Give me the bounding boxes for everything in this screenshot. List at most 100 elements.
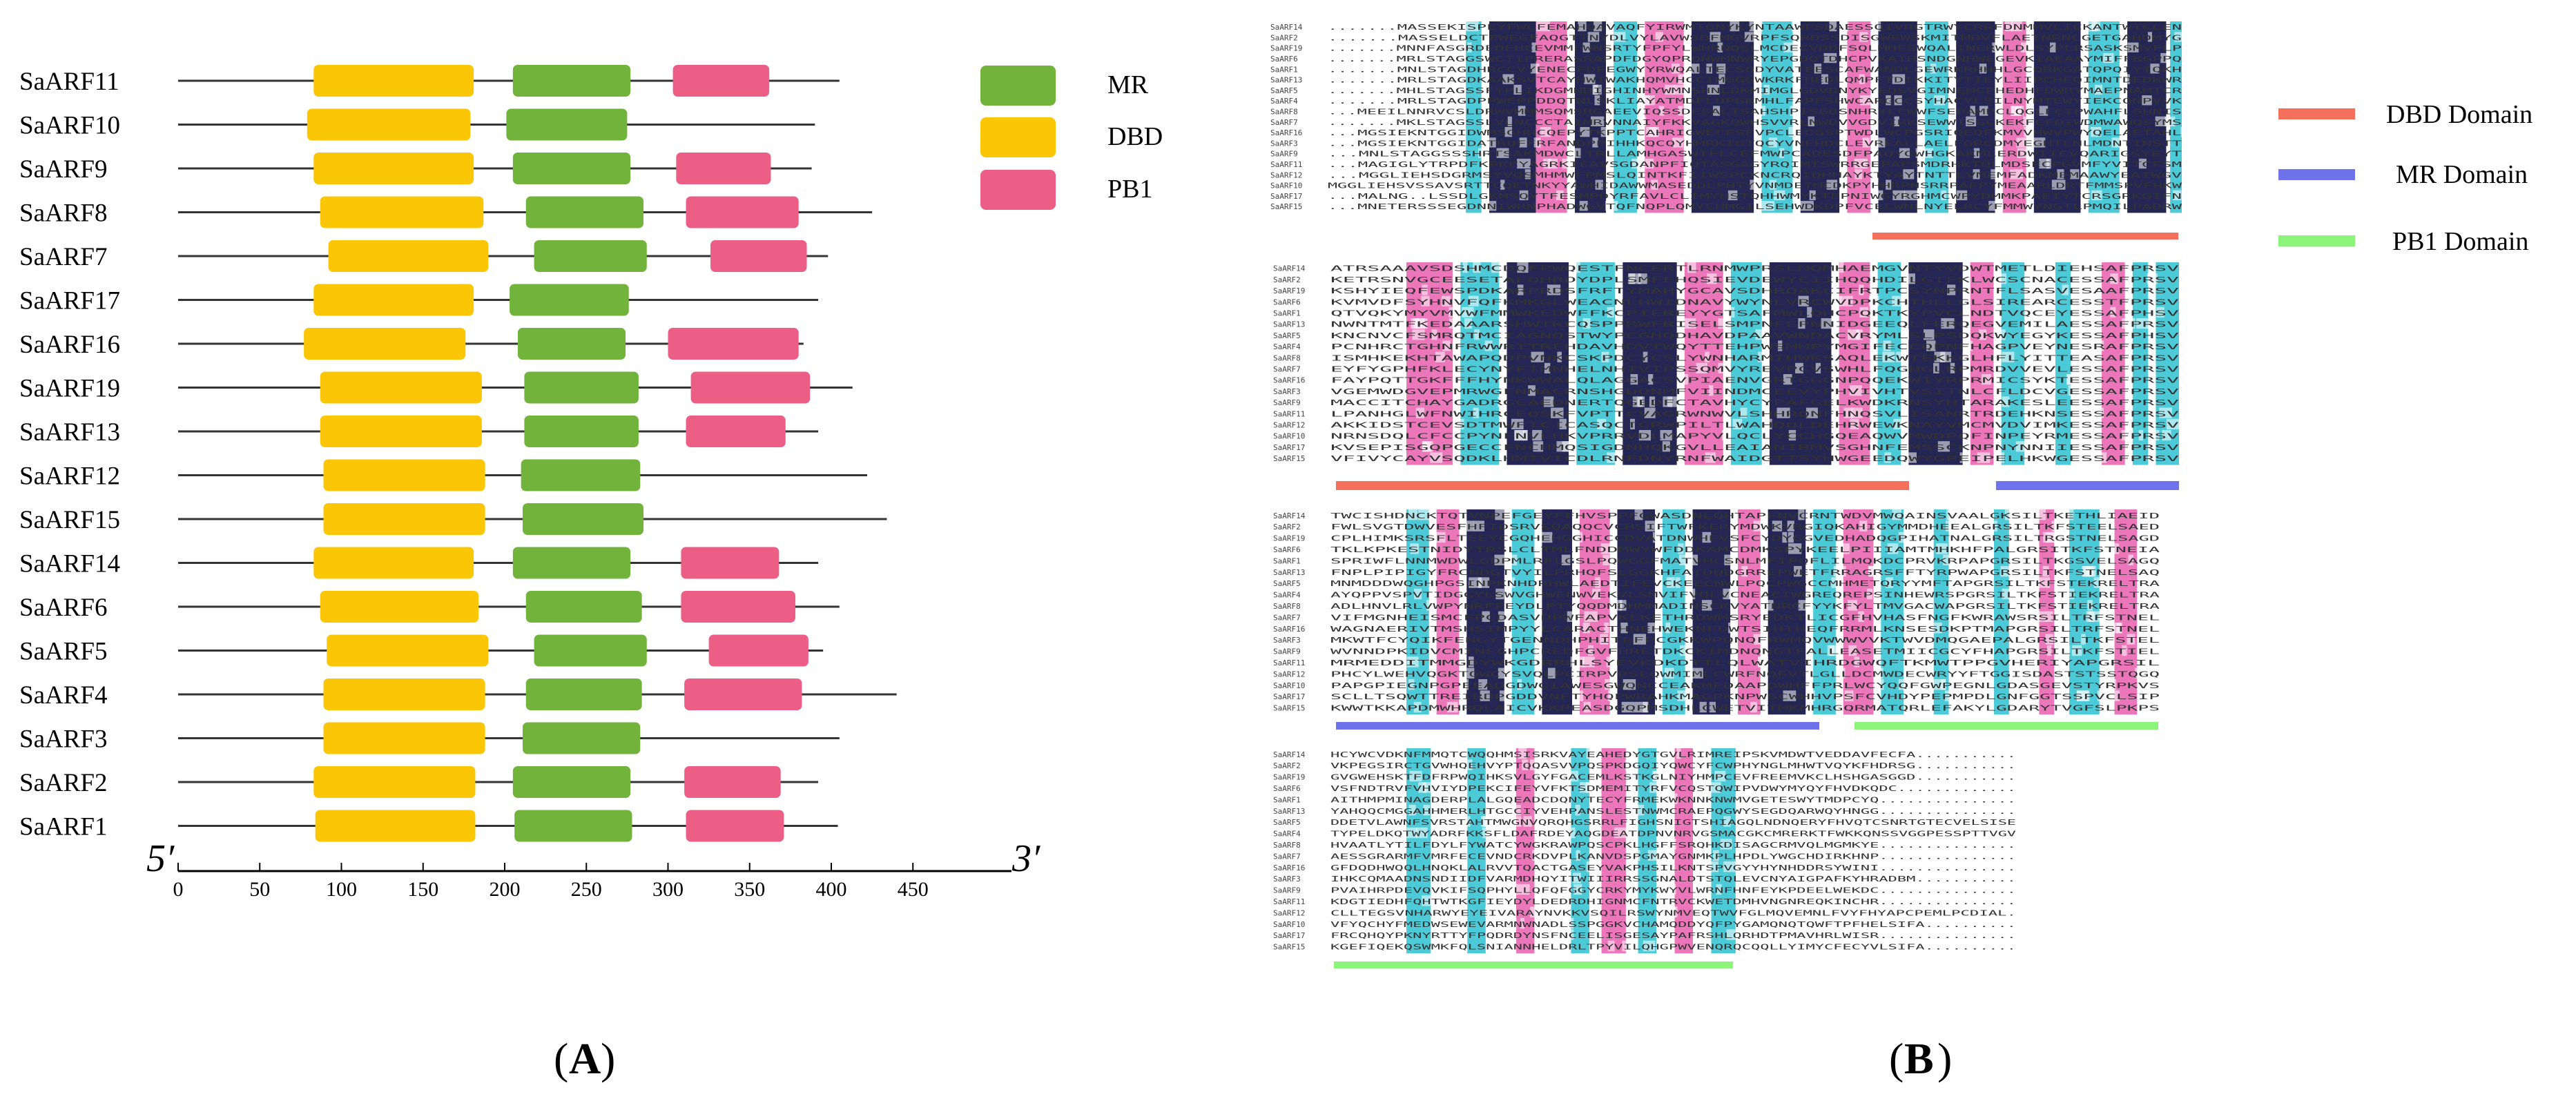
variable-residue [1447, 95, 1455, 106]
alignment-sequence: TYPELDKQTWYADRFKKSFLDAFRDEYAQGDEATDPNVNR… [1330, 830, 2017, 839]
variable-residue [1464, 318, 1472, 329]
alignment-sequence-label: SaARF17 [1270, 192, 1302, 201]
variable-residue [1425, 64, 1430, 74]
variable-residue [1758, 656, 1765, 667]
variable-residue [1418, 509, 1430, 520]
variable-residue [1502, 74, 1514, 84]
alignment-sequence: VIFMGNHEISMCFPCDASVDPWFAPVKLKETHRDWMSRYE… [1330, 614, 2160, 622]
variable-residue [1459, 418, 1464, 429]
conservation-column [1813, 509, 1836, 715]
variable-residue [2091, 190, 2102, 201]
conservation-column [2102, 262, 2125, 465]
variable-residue [1721, 430, 1731, 441]
variable-residue [1638, 430, 1652, 441]
variable-residue [2135, 667, 2140, 679]
protein-row-saarf9: SaARF9 [19, 153, 812, 184]
variable-residue [1644, 407, 1656, 418]
variable-residue [1903, 169, 1915, 179]
variable-residue [2103, 52, 2114, 64]
variable-residue [2089, 329, 2099, 340]
alignment-sequence-label: SaARF2 [1270, 33, 1298, 42]
variable-residue [1519, 137, 1527, 148]
variable-residue [1569, 179, 1576, 190]
variable-residue [1435, 351, 1445, 362]
variable-residue [1887, 543, 1899, 554]
variable-residue [1730, 21, 1740, 32]
variable-residue [1498, 396, 1507, 407]
conservation-column [1489, 21, 1536, 213]
variable-residue [1655, 32, 1663, 42]
variable-residue [1844, 690, 1854, 701]
variable-residue [1434, 531, 1446, 543]
alignment-sequence-label: SaARF12 [1270, 170, 1302, 179]
variable-residue [1859, 306, 1869, 318]
variable-residue [1761, 201, 1775, 211]
variable-residue [1839, 262, 1844, 273]
variable-residue [2017, 148, 2028, 158]
variable-residue [1973, 169, 1980, 179]
alignment-sequence-label: SaARF13 [1270, 76, 1302, 85]
variable-residue [1531, 42, 1536, 52]
variable-residue [1523, 816, 1532, 827]
variable-residue [1413, 701, 1422, 713]
variable-residue [1707, 273, 1717, 284]
variable-residue [1892, 295, 1901, 306]
alignment-sequence: PCNHRCTGHNFRWWRITRFHDAVHDVTWQYTTEHPWSMMP… [1330, 343, 2180, 351]
variable-residue [2048, 374, 2055, 385]
variable-residue [2138, 430, 2144, 441]
variable-residue [1462, 759, 1473, 770]
variable-residue [1634, 509, 1643, 520]
variable-residue [2012, 600, 2020, 611]
variable-residue [1917, 770, 1928, 782]
variable-residue [1716, 64, 1726, 74]
variable-residue [1499, 850, 1510, 861]
variable-residue [1863, 158, 1868, 169]
variable-residue [2064, 509, 2074, 520]
panel-b-multiple-alignment: SaARF14 .......MASSEKISPEYFWCFEMAHQAVAQFY… [1270, 21, 2533, 1083]
alignment-sequence-label: SaARF3 [1273, 875, 1301, 884]
variable-residue [1932, 679, 1946, 690]
variable-residue [2051, 520, 2060, 531]
alignment-sequence: FWLSVGTDWVESFHFIDSRVSQAQQCVCHSIFTWFKERYM… [1330, 523, 2160, 531]
variable-residue [1531, 351, 1544, 362]
variable-residue [2110, 273, 2118, 284]
conservation-column [1436, 509, 1460, 715]
variable-residue [1667, 940, 1675, 952]
pb1-domain-box [681, 547, 779, 579]
variable-residue [1489, 793, 1499, 804]
variable-residue [1948, 600, 1962, 611]
variable-residue [2086, 611, 2095, 622]
variable-residue [1859, 284, 1864, 295]
variable-residue [1699, 701, 1707, 713]
variable-residue [1888, 839, 1899, 850]
alignment-sequence-label: SaARF15 [1273, 454, 1305, 463]
legend-dbd-label: DBD [1107, 122, 1163, 151]
panel-a-open-paren: ( [554, 1034, 568, 1083]
conservation-column [1601, 748, 1626, 954]
alignment-sequence: IHKCQMAADNSNDIIDFVARMDHQYITWIIIRRSSGNALD… [1330, 875, 2016, 884]
variable-residue [1978, 861, 1984, 872]
alignment-sequence-label: SaARF11 [1273, 897, 1305, 906]
variable-residue [2153, 554, 2160, 565]
three-prime-end-label: 3′ [1011, 837, 1040, 880]
variable-residue [1422, 895, 1433, 906]
protein-name-label: SaARF15 [19, 506, 120, 534]
pb1-domain-box [684, 766, 781, 798]
protein-name-label: SaARF7 [19, 243, 107, 271]
alignment-sequence: ...MNLSTAGGSSSHRTSAKMDWCLTRLLAMHGASWIFLC… [1328, 150, 2183, 159]
variable-residue [1885, 782, 1890, 793]
variable-residue [1489, 940, 1496, 952]
variable-residue [2042, 566, 2049, 577]
variable-residue [1517, 262, 1529, 273]
variable-residue [1863, 850, 1872, 861]
variable-residue [1423, 805, 1430, 816]
variable-residue [1567, 74, 1573, 84]
variable-residue [1440, 21, 1449, 32]
variable-residue [1430, 452, 1443, 463]
variable-residue [1988, 201, 1997, 211]
axis-tick-label: 400 [816, 878, 847, 901]
dbd-domain-box [313, 153, 474, 184]
alignment-blocks: SaARF14 .......MASSEKISPEYFWCFEMAHQAVAQFY… [1270, 21, 2185, 954]
variable-residue [1961, 645, 1968, 656]
variable-residue [1713, 106, 1721, 116]
